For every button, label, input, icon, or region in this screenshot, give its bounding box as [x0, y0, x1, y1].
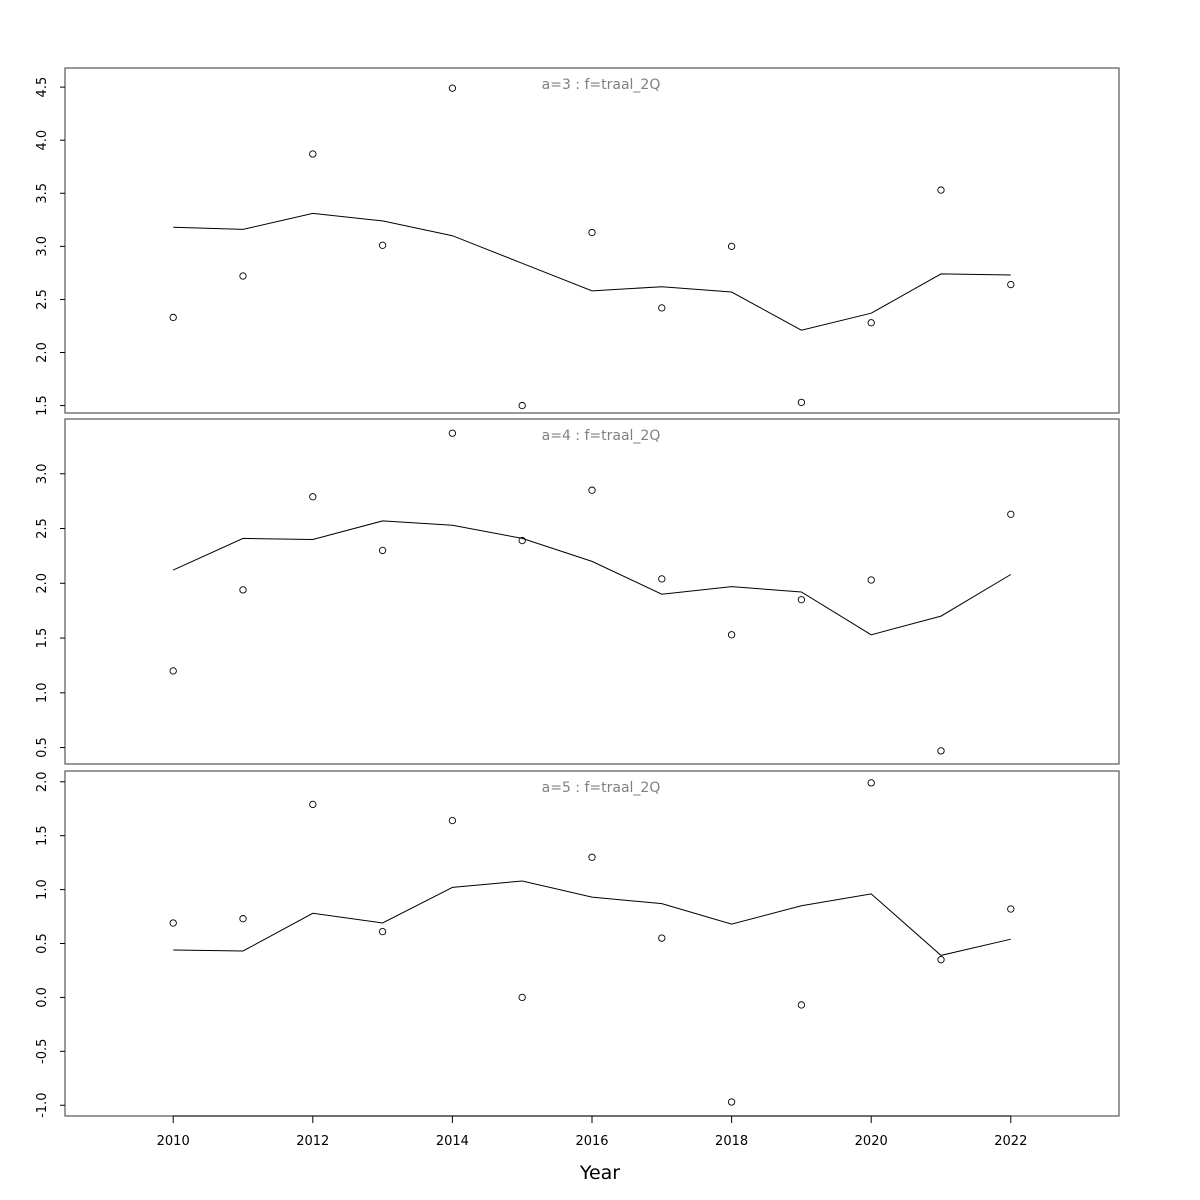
y-tick-label: 2.5: [35, 518, 50, 539]
fitted-line: [173, 880, 1011, 956]
y-tick-label: 0.5: [35, 737, 50, 758]
y-tick-label: 0.5: [35, 933, 50, 954]
observed-point: [797, 1001, 806, 1009]
panel-label: a=4 : f=traal_2Q: [542, 428, 661, 444]
x-axis-title: Year: [579, 1162, 620, 1184]
y-tick-label: 3.0: [35, 236, 50, 257]
observed-point: [588, 486, 596, 494]
observed-point: [448, 816, 457, 825]
x-tick-label: 2012: [296, 1134, 329, 1149]
observed-point: [239, 272, 247, 280]
observed-point: [727, 631, 736, 639]
observed-point: [518, 993, 526, 1002]
fitted-line: [172, 520, 1012, 636]
x-tick-label: 2018: [715, 1134, 748, 1149]
observed-point: [448, 429, 457, 437]
observed-point: [169, 667, 177, 675]
observed-point: [239, 915, 247, 923]
y-tick-label: 2.0: [35, 573, 50, 594]
y-tick-label: 3.5: [35, 183, 50, 204]
x-tick-label: 2010: [157, 1134, 190, 1149]
observed-point: [378, 241, 387, 249]
y-tick-label: 3.0: [35, 463, 50, 484]
y-tick-label: 1.5: [35, 628, 50, 649]
observed-point: [518, 536, 526, 545]
observed-point: [169, 313, 177, 322]
y-tick-label: 1.0: [35, 879, 50, 900]
panel-frame: [64, 67, 1120, 414]
observed-point: [937, 956, 945, 964]
fitted-line: [173, 212, 1011, 331]
panel-label: a=5 : f=traal_2Q: [542, 780, 661, 796]
y-tick-label: 4.0: [35, 130, 50, 151]
x-tick-label: 2016: [575, 1134, 608, 1149]
x-tick-label: 2022: [994, 1134, 1027, 1149]
y-tick-label: -1.0: [35, 1093, 50, 1118]
panels-group: a=3 : f=traal_2Q 1.5 2.0 2.5 3.0 3.5 4.0 4.5 a=4…: [35, 67, 1120, 1118]
observed-point: [797, 596, 806, 604]
observed-point: [169, 919, 177, 927]
panel-label: a=3 : f=traal_2Q: [542, 77, 661, 93]
observed-point: [309, 150, 317, 158]
observed-point: [658, 304, 666, 312]
y-tick-label: 4.5: [35, 77, 50, 98]
observed-point: [1007, 280, 1015, 289]
observed-point: [937, 747, 945, 755]
panel-2: a=4 : f=traal_2Q 0.5 1.0 1.5 2.0 2.5 3.0: [35, 418, 1120, 765]
observed-point: [797, 398, 806, 407]
panel-1: a=3 : f=traal_2Q 1.5 2.0 2.5 3.0 3.5 4.0 4.5: [35, 67, 1120, 416]
observed-point: [867, 779, 875, 787]
observed-point: [309, 493, 317, 501]
observed-point: [867, 576, 875, 584]
y-tick-label: -0.5: [35, 1039, 50, 1064]
x-axis: 2010 2012 2014 2016 2018 2020 2022: [157, 1115, 1027, 1149]
observed-point: [658, 934, 666, 942]
observed-point: [448, 84, 457, 92]
y-tick-label: 1.0: [35, 682, 50, 703]
y-tick-label: 1.5: [35, 395, 50, 416]
panel-3: a=5 : f=traal_2Q -1.0 -0.5 0.0 0.5 1.0 1.5 2.0: [35, 770, 1120, 1118]
x-tick-label: 2014: [436, 1134, 469, 1149]
panel-frame: [64, 418, 1120, 765]
observed-point: [239, 586, 247, 594]
y-tick-label: 2.0: [35, 342, 50, 363]
observed-point: [727, 1098, 736, 1106]
observed-point: [378, 927, 387, 936]
observed-point: [588, 228, 596, 237]
y-tick-label: 2.0: [35, 771, 50, 792]
observed-point: [727, 242, 736, 250]
observed-point: [518, 401, 526, 410]
observed-point: [658, 575, 666, 583]
observed-point: [1007, 905, 1015, 913]
observed-point: [378, 546, 387, 555]
y-tick-label: 1.5: [35, 825, 50, 846]
y-tick-label: 0.0: [35, 987, 50, 1008]
observed-point: [867, 319, 875, 327]
x-tick-label: 2020: [855, 1134, 888, 1149]
panel-frame: [64, 770, 1120, 1117]
observed-point: [588, 853, 596, 861]
y-tick-label: 2.5: [35, 289, 50, 310]
observed-point: [309, 800, 317, 809]
observed-point: [937, 186, 945, 194]
observed-point: [1007, 510, 1015, 518]
